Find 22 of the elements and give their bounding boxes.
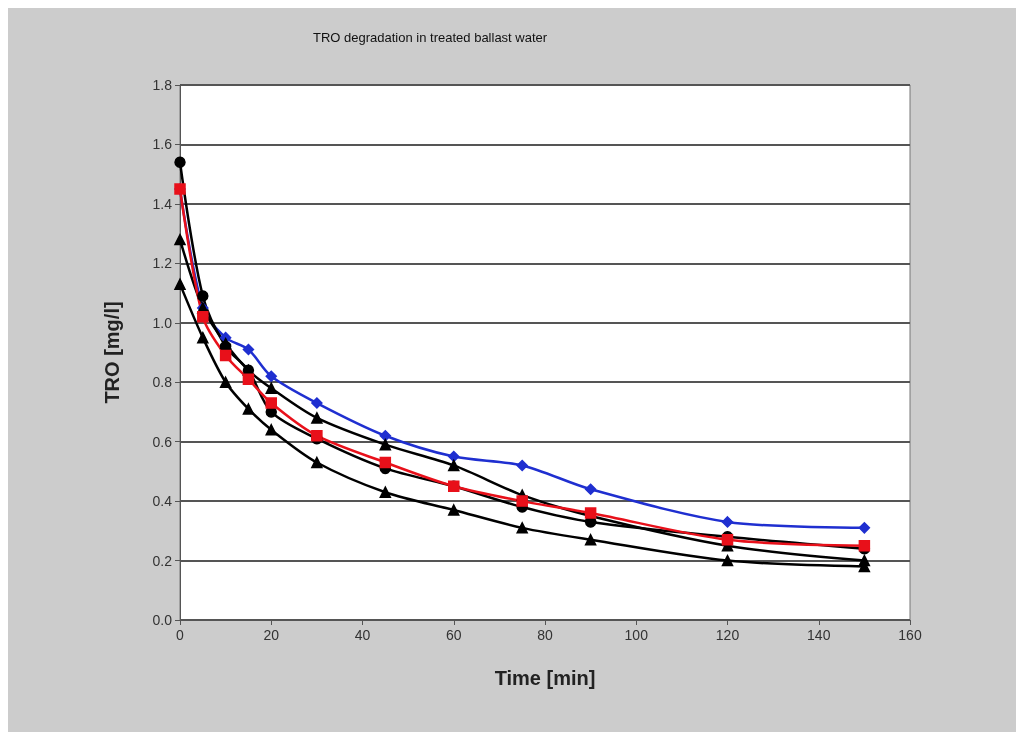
x-tick-label: 80	[537, 627, 553, 643]
x-tick-label: 100	[624, 627, 649, 643]
x-axis-title: Time [min]	[494, 667, 596, 689]
x-tick-label: 40	[354, 627, 371, 643]
x-tick-label: 0	[176, 627, 185, 643]
y-tick-label: 1.2	[152, 255, 173, 272]
y-tick-label: 0.4	[152, 493, 173, 510]
y-tick-label: 0.2	[152, 552, 173, 569]
y-tick-label: 1.6	[152, 136, 173, 153]
x-tick-label: 20	[263, 627, 280, 643]
y-tick-label: 1.4	[152, 195, 173, 212]
x-tick-label: 140	[807, 627, 831, 643]
chart-title: TRO degradation in treated ballast water	[313, 30, 548, 45]
y-tick-label: 0.6	[152, 433, 173, 450]
y-tick-label: 1.0	[152, 314, 173, 331]
y-tick-label: 0.0	[152, 612, 173, 628]
x-tick-label: 120	[715, 627, 740, 643]
y-tick-label: 0.8	[152, 374, 173, 391]
x-tick-label: 60	[445, 627, 462, 643]
y-tick-label: 1.8	[152, 77, 173, 93]
x-tick-label: 160	[898, 627, 922, 643]
y-axis-title: TRO [mg/l]	[101, 301, 123, 404]
